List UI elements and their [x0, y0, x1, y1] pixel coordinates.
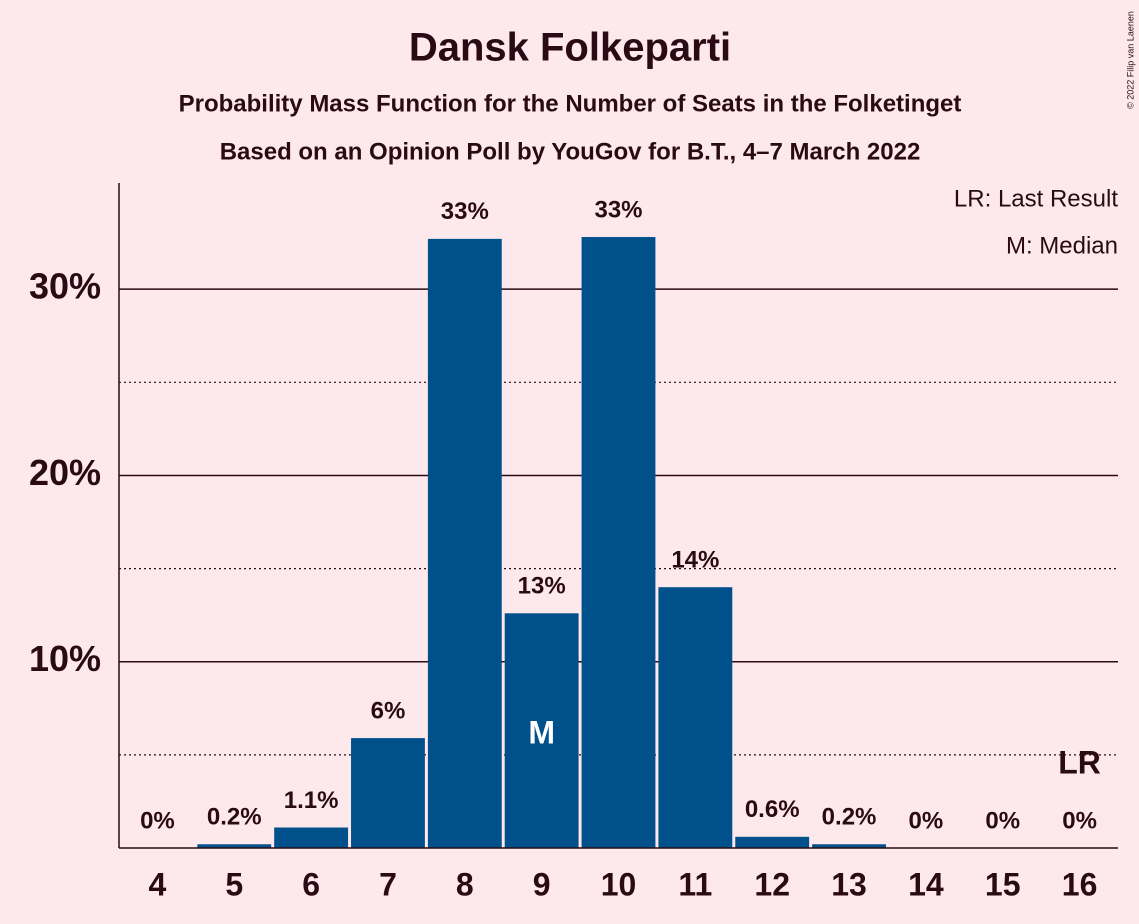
x-tick-label: 10	[601, 866, 637, 902]
chart-subtitle: Based on an Opinion Poll by YouGov for B…	[220, 138, 921, 165]
legend-entry: M: Median	[1006, 232, 1118, 259]
annotation: LR	[1058, 744, 1101, 780]
bar	[274, 827, 349, 848]
value-label: 0.6%	[745, 796, 800, 823]
bar	[812, 844, 886, 848]
value-label: 0%	[985, 807, 1020, 834]
value-label: 0%	[909, 807, 944, 834]
y-tick-label: 20%	[29, 452, 101, 493]
x-tick-label: 7	[379, 866, 397, 902]
chart-subtitle: Probability Mass Function for the Number…	[179, 90, 962, 117]
x-tick-label: 9	[533, 866, 551, 902]
x-tick-label: 16	[1062, 866, 1098, 902]
legend-entry: LR: Last Result	[954, 185, 1118, 212]
x-tick-label: 12	[754, 866, 790, 902]
value-label: 6%	[371, 697, 406, 724]
value-label: 14%	[671, 547, 719, 574]
value-label: 13%	[518, 573, 566, 600]
bar	[658, 587, 733, 848]
x-tick-label: 8	[456, 866, 474, 902]
copyright: © 2022 Filip van Laenen	[1125, 11, 1135, 109]
x-tick-label: 6	[302, 866, 320, 902]
x-tick-label: 15	[985, 866, 1021, 902]
annotation: M	[528, 714, 555, 750]
x-tick-label: 13	[831, 866, 867, 902]
value-label: 0.2%	[207, 804, 262, 831]
x-tick-label: 11	[678, 866, 712, 902]
bar	[351, 738, 425, 848]
value-label: 0%	[140, 807, 175, 834]
chart-title: Dansk Folkeparti	[409, 26, 731, 70]
value-label: 33%	[594, 196, 642, 223]
x-tick-label: 14	[908, 866, 944, 902]
bar	[427, 238, 502, 849]
y-tick-label: 10%	[29, 638, 101, 679]
x-tick-label: 4	[149, 866, 167, 902]
bar	[197, 844, 272, 848]
value-label: 0.2%	[822, 804, 877, 831]
bar	[581, 237, 656, 849]
bar	[735, 836, 810, 848]
value-label: 1.1%	[284, 787, 339, 814]
bar	[504, 613, 579, 848]
value-label: 0%	[1062, 807, 1097, 834]
x-tick-label: 5	[225, 866, 243, 902]
y-tick-label: 30%	[29, 266, 101, 307]
value-label: 33%	[441, 198, 489, 225]
